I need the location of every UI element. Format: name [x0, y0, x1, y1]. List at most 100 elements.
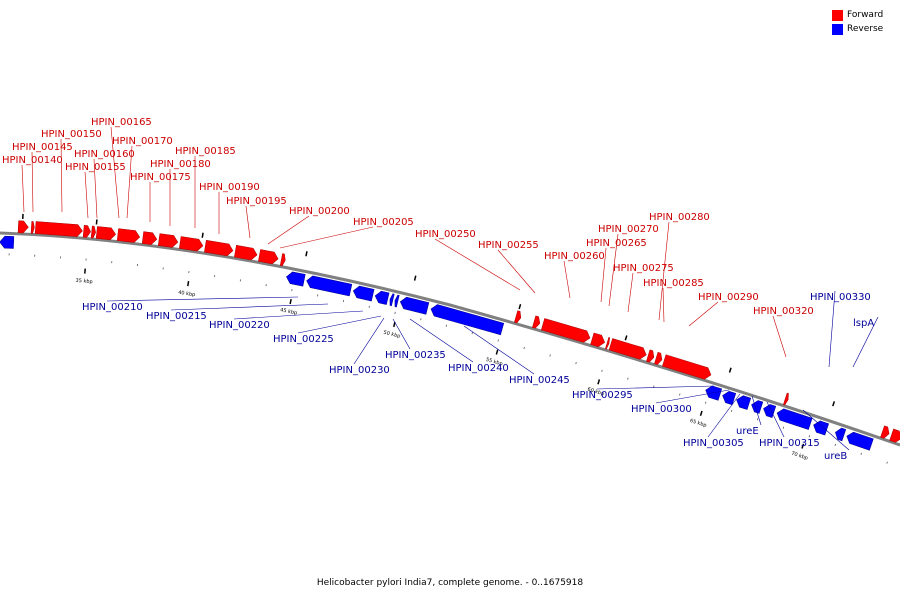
gene-arrow: [389, 293, 395, 305]
forward-leader-line: [663, 288, 664, 322]
forward-leader-line: [268, 216, 309, 244]
reverse-leader-line: [171, 304, 328, 310]
gene-arrow: [514, 311, 522, 324]
kbp-tick-label: 65 kbp: [689, 418, 707, 429]
gene-arrow: [83, 225, 91, 238]
gene-arrow: [429, 303, 503, 335]
reverse-gene-label: HPIN_00215: [146, 311, 207, 322]
gene-arrow: [352, 285, 374, 301]
reverse-leader-line: [234, 311, 363, 319]
forward-leader-line: [22, 165, 24, 212]
major-tick: [730, 368, 732, 373]
minor-tick: [757, 418, 758, 420]
reverse-gene-label: HPIN_00240: [448, 363, 509, 374]
legend-reverse-label: Reverse: [847, 24, 883, 34]
gene-arrow: [704, 384, 722, 400]
forward-leader-line: [628, 273, 633, 312]
reverse-gene-label: lspA: [853, 318, 874, 329]
gene-arrow: [532, 316, 541, 329]
reverse-gene-label: HPIN_00305: [683, 438, 744, 449]
minor-tick: [887, 462, 888, 464]
minor-tick: [576, 362, 577, 364]
gene-arrow: [305, 275, 352, 296]
forward-gene-label: HPIN_00290: [698, 292, 759, 303]
reverse-gene-label: HPIN_00315: [759, 438, 820, 449]
reverse-gene-label: HPIN_00220: [209, 320, 270, 331]
forward-gene-label: HPIN_00270: [598, 224, 659, 235]
kbp-tick: [188, 281, 189, 286]
gene-arrow: [31, 221, 35, 233]
major-tick: [625, 335, 626, 340]
gene-arrow: [881, 426, 892, 440]
reverse-leader-line: [107, 297, 298, 301]
forward-gene-label: HPIN_00280: [649, 212, 710, 223]
gene-arrow: [280, 254, 286, 267]
kbp-tick-label: 40 kbp: [178, 290, 196, 298]
forward-gene-label: HPIN_00260: [544, 251, 605, 262]
gene-arrow: [833, 427, 845, 441]
reverse-gene-label: ureE: [736, 426, 759, 437]
kbp-tick: [394, 322, 395, 327]
gene-arrow: [394, 295, 400, 307]
forward-gene-label: HPIN_00185: [175, 146, 236, 157]
gene-arrow: [775, 407, 812, 429]
minor-tick: [835, 444, 836, 446]
major-tick: [306, 251, 307, 256]
gene-arrow: [285, 271, 305, 286]
forward-leader-line: [773, 316, 786, 357]
legend-reverse: Reverse: [832, 22, 892, 36]
reverse-gene-label: HPIN_00230: [329, 365, 390, 376]
legend-forward-label: Forward: [847, 10, 883, 20]
forward-leader-line: [280, 227, 373, 248]
minor-tick: [550, 355, 551, 357]
major-tick: [202, 233, 203, 238]
forward-swatch: [832, 10, 843, 21]
forward-gene-label: HPIN_00190: [199, 182, 260, 193]
forward-gene-label: HPIN_00175: [130, 172, 191, 183]
reverse-gene-label: HPIN_00225: [273, 334, 334, 345]
minor-tick: [446, 325, 447, 327]
gene-arrow: [662, 355, 712, 381]
minor-tick: [783, 427, 784, 429]
kbp-tick-label: 70 kbp: [790, 451, 808, 462]
forward-gene-label: HPIN_00255: [478, 240, 539, 251]
minor-tick: [602, 370, 603, 372]
kbp-tick: [700, 411, 702, 416]
reverse-gene-label: HPIN_00235: [385, 350, 446, 361]
forward-gene-label: HPIN_00250: [415, 229, 476, 240]
minor-tick: [809, 435, 810, 437]
forward-leader-line: [564, 261, 570, 298]
kbp-tick: [598, 379, 599, 384]
forward-leader-line: [689, 302, 718, 326]
kbp-tick: [496, 350, 497, 355]
reverse-gene-label: ureB: [824, 451, 847, 462]
genome-backbone: [0, 233, 900, 445]
kbp-tick: [290, 299, 291, 304]
forward-gene-label: HPIN_00180: [150, 159, 211, 170]
reverse-leader-line: [298, 316, 381, 333]
legend-forward: Forward: [832, 8, 892, 22]
forward-leader-line: [85, 172, 88, 218]
gene-arrow: [96, 226, 116, 240]
gene-arrow: [541, 318, 591, 343]
reverse-leader-line: [597, 386, 714, 389]
minor-tick: [472, 332, 473, 334]
gene-arrow: [646, 350, 655, 363]
reverse-gene-label: HPIN_00245: [509, 375, 570, 386]
minor-tick: [861, 453, 862, 455]
forward-gene-label: HPIN_00205: [353, 217, 414, 228]
forward-gene-label: HPIN_00160: [74, 149, 135, 160]
gene-arrow: [750, 399, 763, 413]
reverse-gene-label: HPIN_00210: [82, 302, 143, 313]
forward-gene-label: HPIN_00200: [289, 206, 350, 217]
forward-gene-label: HPIN_00195: [226, 196, 287, 207]
minor-tick: [679, 394, 680, 396]
minor-tick: [731, 410, 732, 412]
forward-leader-line: [498, 250, 535, 293]
legend: Forward Reverse: [832, 8, 892, 36]
gene-arrow: [158, 234, 178, 248]
minor-tick: [705, 402, 706, 404]
major-tick: [519, 304, 520, 309]
